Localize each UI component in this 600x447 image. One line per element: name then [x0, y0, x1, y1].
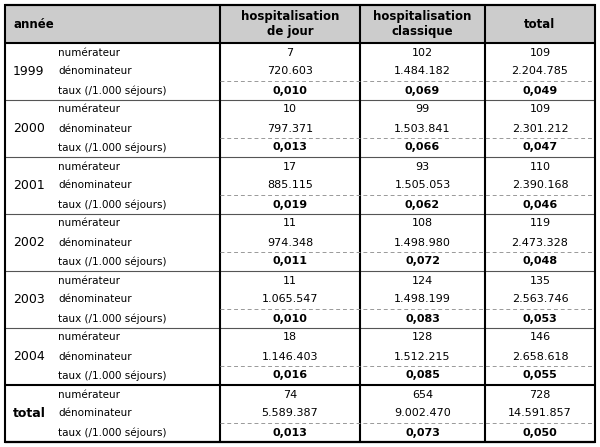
- Text: 128: 128: [412, 333, 433, 342]
- Text: total: total: [524, 17, 556, 30]
- Text: 2.563.746: 2.563.746: [512, 295, 568, 304]
- Text: taux (/1.000 séjours): taux (/1.000 séjours): [58, 313, 167, 324]
- Text: 0,046: 0,046: [523, 199, 557, 210]
- Text: 1.498.199: 1.498.199: [394, 295, 451, 304]
- Text: numérateur: numérateur: [58, 333, 120, 342]
- Text: dénominateur: dénominateur: [58, 351, 131, 362]
- Text: 0,010: 0,010: [272, 85, 307, 96]
- Text: 108: 108: [412, 219, 433, 228]
- Text: numérateur: numérateur: [58, 47, 120, 58]
- Text: 1.512.215: 1.512.215: [394, 351, 451, 362]
- Text: 0,011: 0,011: [272, 257, 308, 266]
- Text: 0,062: 0,062: [405, 199, 440, 210]
- Text: 797.371: 797.371: [267, 123, 313, 134]
- Text: 2.390.168: 2.390.168: [512, 181, 568, 190]
- Text: 109: 109: [529, 47, 551, 58]
- Text: 654: 654: [412, 389, 433, 400]
- Text: 2000: 2000: [13, 122, 45, 135]
- Text: 124: 124: [412, 275, 433, 286]
- Text: 146: 146: [529, 333, 551, 342]
- Text: dénominateur: dénominateur: [58, 295, 131, 304]
- Text: numérateur: numérateur: [58, 275, 120, 286]
- Text: 110: 110: [530, 161, 551, 172]
- Text: 0,055: 0,055: [523, 371, 557, 380]
- Text: 1.484.182: 1.484.182: [394, 67, 451, 76]
- Bar: [5, 5, 595, 43]
- Text: 0,013: 0,013: [272, 427, 307, 438]
- Text: 0,016: 0,016: [272, 371, 308, 380]
- Text: 102: 102: [412, 47, 433, 58]
- Text: 0,066: 0,066: [405, 143, 440, 152]
- Text: 0,013: 0,013: [272, 143, 307, 152]
- Text: 1999: 1999: [13, 65, 44, 78]
- Text: 720.603: 720.603: [267, 67, 313, 76]
- Text: taux (/1.000 séjours): taux (/1.000 séjours): [58, 199, 167, 210]
- Text: année: année: [13, 17, 54, 30]
- Text: 135: 135: [530, 275, 551, 286]
- Text: 1.505.053: 1.505.053: [394, 181, 451, 190]
- Text: 93: 93: [415, 161, 430, 172]
- Text: numérateur: numérateur: [58, 389, 120, 400]
- Text: 11: 11: [283, 219, 297, 228]
- Text: 0,072: 0,072: [405, 257, 440, 266]
- Text: hospitalisation
classique: hospitalisation classique: [373, 10, 472, 38]
- Text: 1.503.841: 1.503.841: [394, 123, 451, 134]
- Text: 119: 119: [529, 219, 551, 228]
- Text: 0,010: 0,010: [272, 313, 307, 324]
- Text: total: total: [13, 407, 46, 420]
- Text: 109: 109: [529, 105, 551, 114]
- Text: 1.498.980: 1.498.980: [394, 237, 451, 248]
- Text: 0,073: 0,073: [405, 427, 440, 438]
- Text: 0,047: 0,047: [523, 143, 557, 152]
- Text: 2003: 2003: [13, 293, 45, 306]
- Text: dénominateur: dénominateur: [58, 409, 131, 418]
- Text: 0,050: 0,050: [523, 427, 557, 438]
- Text: 2001: 2001: [13, 179, 45, 192]
- Text: 2002: 2002: [13, 236, 45, 249]
- Text: 2004: 2004: [13, 350, 45, 363]
- Text: 5.589.387: 5.589.387: [262, 409, 319, 418]
- Text: dénominateur: dénominateur: [58, 123, 131, 134]
- Text: 18: 18: [283, 333, 297, 342]
- Text: 974.348: 974.348: [267, 237, 313, 248]
- Text: 0,048: 0,048: [523, 257, 557, 266]
- Text: numérateur: numérateur: [58, 105, 120, 114]
- Text: hospitalisation
de jour: hospitalisation de jour: [241, 10, 339, 38]
- Text: 0,053: 0,053: [523, 313, 557, 324]
- Text: 11: 11: [283, 275, 297, 286]
- Text: 2.301.212: 2.301.212: [512, 123, 568, 134]
- Text: 74: 74: [283, 389, 297, 400]
- Text: 2.473.328: 2.473.328: [512, 237, 568, 248]
- Text: numérateur: numérateur: [58, 219, 120, 228]
- Text: 14.591.857: 14.591.857: [508, 409, 572, 418]
- Text: 0,019: 0,019: [272, 199, 308, 210]
- Text: 885.115: 885.115: [267, 181, 313, 190]
- Text: 0,083: 0,083: [405, 313, 440, 324]
- Text: dénominateur: dénominateur: [58, 181, 131, 190]
- Text: taux (/1.000 séjours): taux (/1.000 séjours): [58, 256, 167, 267]
- Text: taux (/1.000 séjours): taux (/1.000 séjours): [58, 85, 167, 96]
- Text: dénominateur: dénominateur: [58, 67, 131, 76]
- Text: taux (/1.000 séjours): taux (/1.000 séjours): [58, 142, 167, 153]
- Text: 10: 10: [283, 105, 297, 114]
- Text: 0,085: 0,085: [405, 371, 440, 380]
- Text: 2.658.618: 2.658.618: [512, 351, 568, 362]
- Text: 99: 99: [415, 105, 430, 114]
- Text: 1.146.403: 1.146.403: [262, 351, 318, 362]
- Text: 1.065.547: 1.065.547: [262, 295, 318, 304]
- Text: 2.204.785: 2.204.785: [512, 67, 568, 76]
- Text: 7: 7: [286, 47, 293, 58]
- Text: dénominateur: dénominateur: [58, 237, 131, 248]
- Text: 0,069: 0,069: [405, 85, 440, 96]
- Text: 9.002.470: 9.002.470: [394, 409, 451, 418]
- Text: 728: 728: [529, 389, 551, 400]
- Text: 0,049: 0,049: [523, 85, 557, 96]
- Text: taux (/1.000 séjours): taux (/1.000 séjours): [58, 427, 167, 438]
- Text: numérateur: numérateur: [58, 161, 120, 172]
- Text: 17: 17: [283, 161, 297, 172]
- Text: taux (/1.000 séjours): taux (/1.000 séjours): [58, 370, 167, 381]
